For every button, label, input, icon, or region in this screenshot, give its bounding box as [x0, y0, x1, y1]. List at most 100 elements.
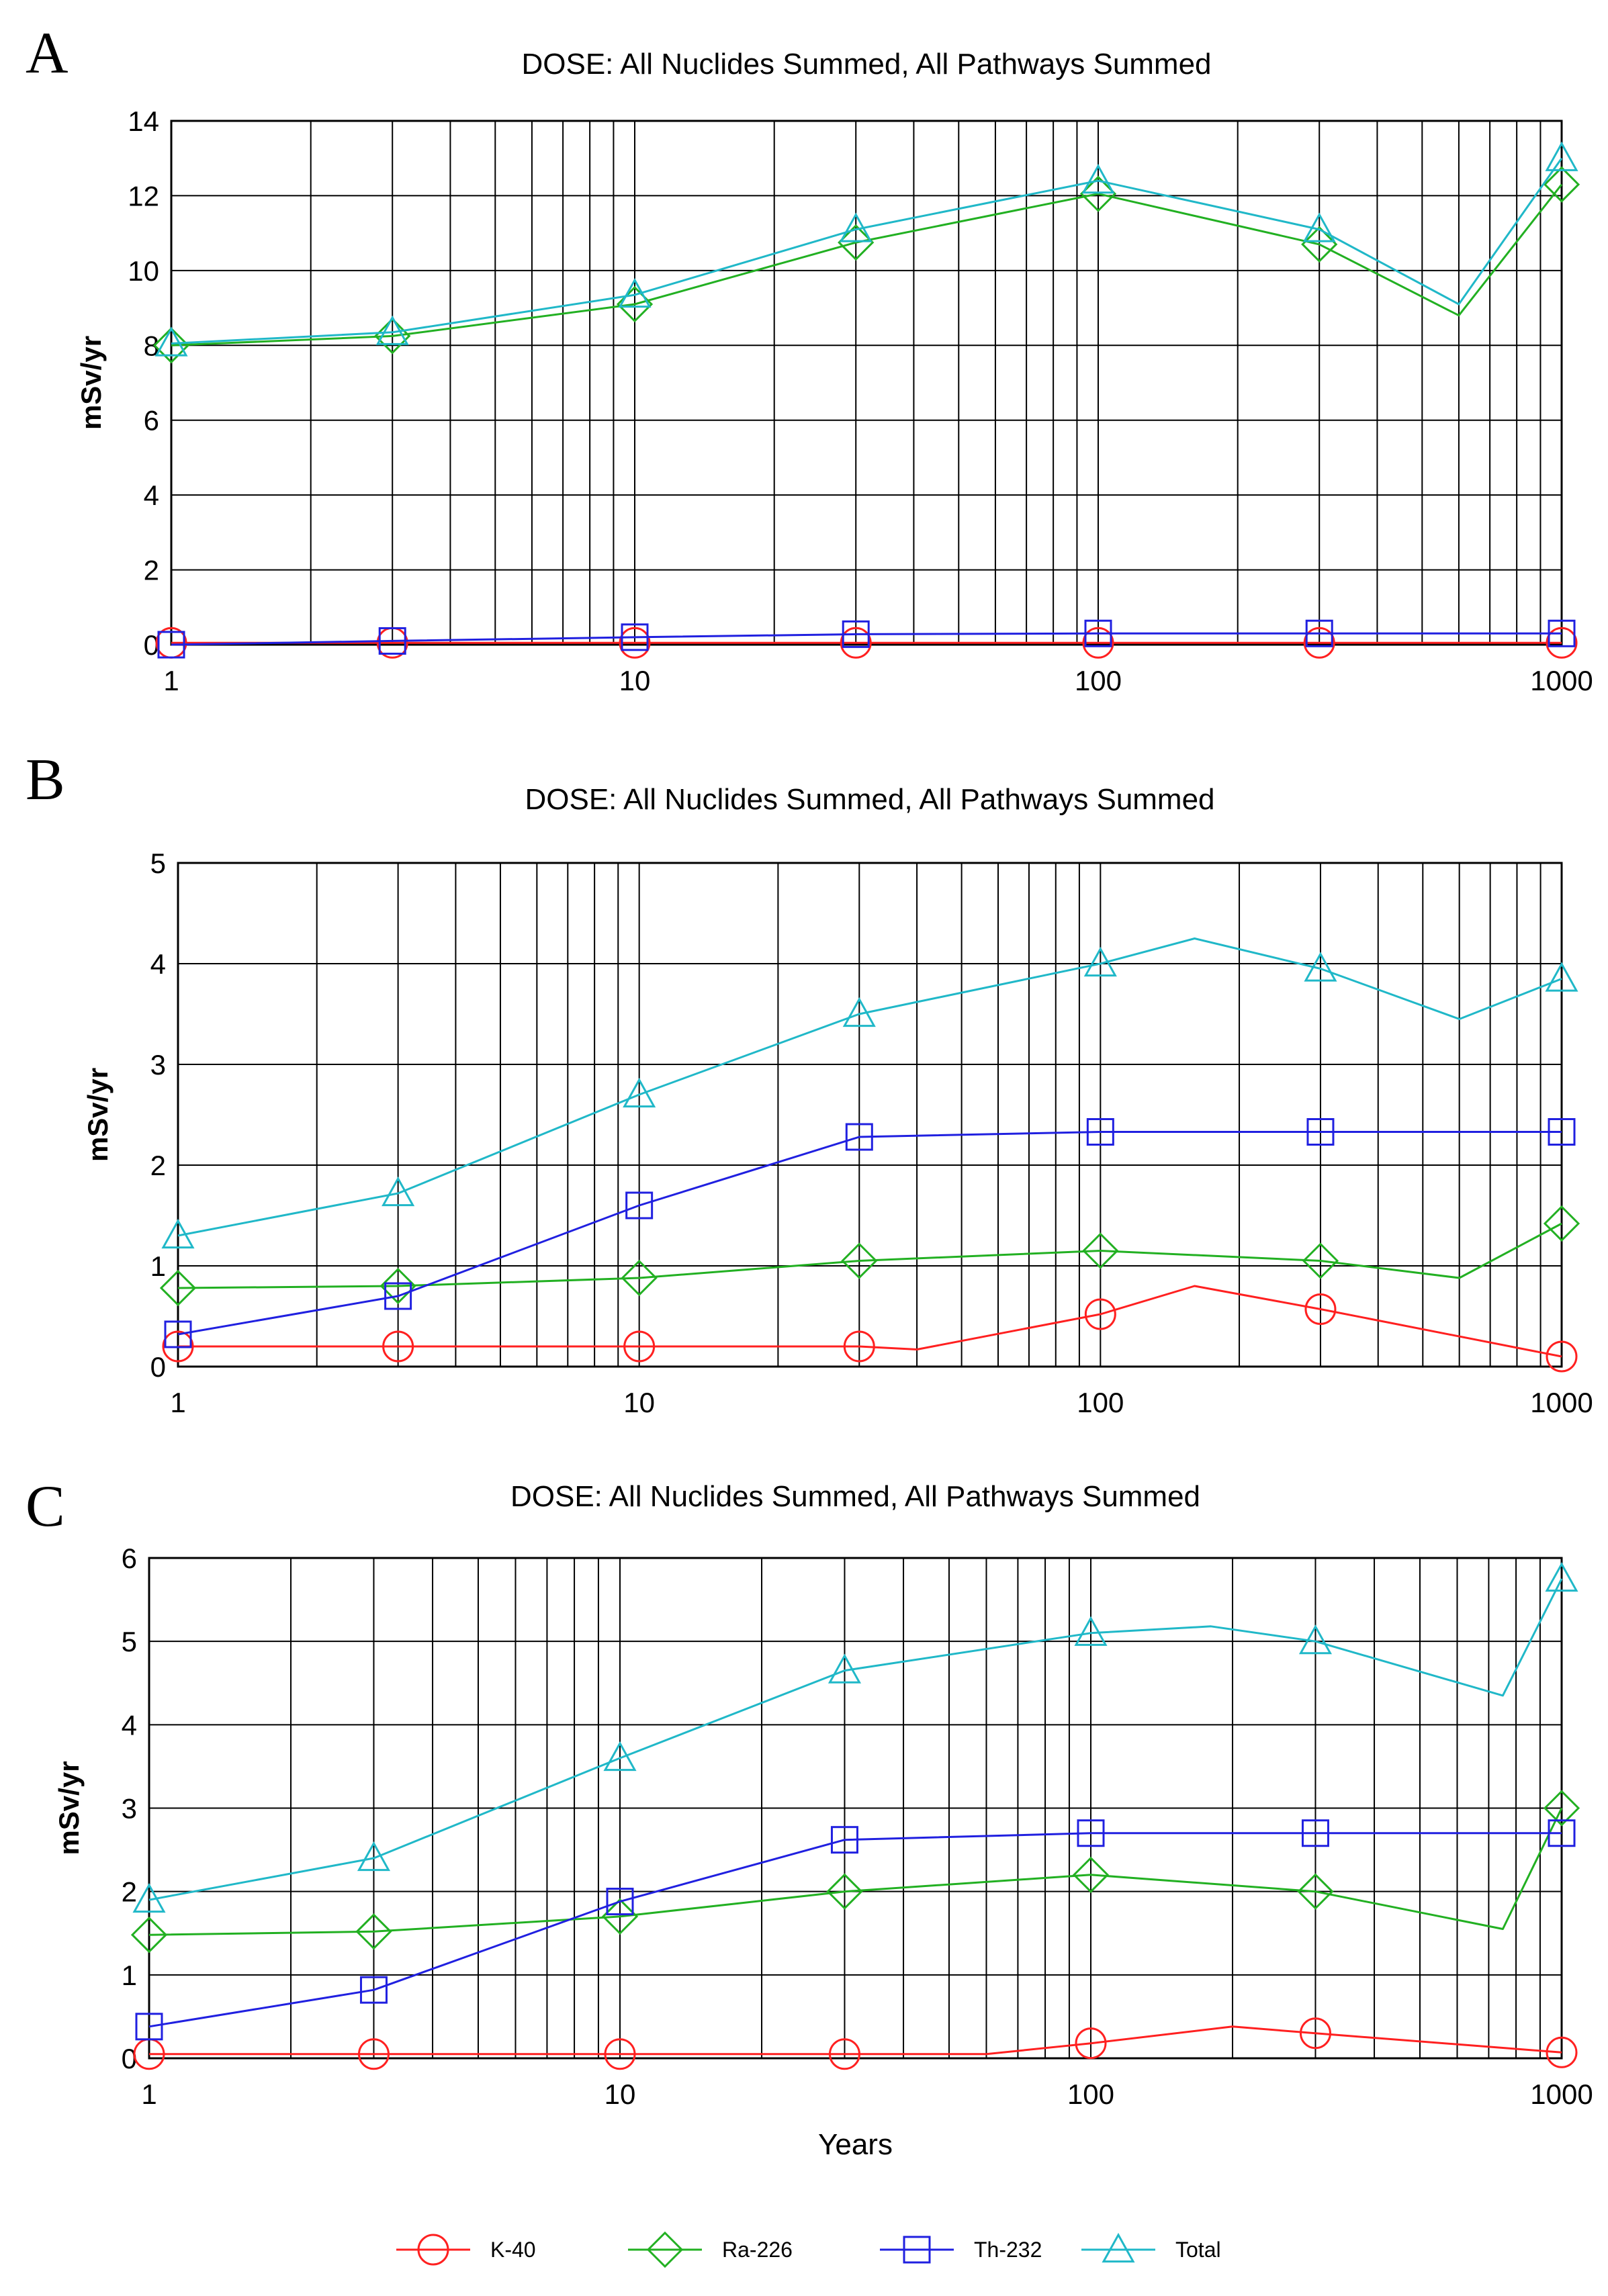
y-tick-label: 2	[144, 555, 159, 586]
data-point-total	[603, 1741, 637, 1772]
data-point-th-232	[842, 620, 870, 648]
data-point-k-40	[828, 2038, 860, 2070]
legend-item-total: Total	[1081, 2232, 1221, 2263]
x-tick-label: 10	[619, 665, 651, 696]
data-point-th-232	[135, 2013, 163, 2041]
data-point-ra-226	[152, 327, 190, 364]
chart-panel-b: DOSE: All Nuclides Summed, All Pathways …	[82, 783, 1593, 1418]
legend-marker-total	[1102, 2232, 1135, 2263]
series-k-40-b	[162, 1285, 1578, 1373]
series-line-ra-226	[148, 1807, 1563, 1936]
data-point-th-232	[625, 1191, 654, 1220]
y-tick-label: 8	[144, 330, 159, 361]
series-line-total	[148, 1578, 1563, 1901]
series-line-th-232	[148, 1832, 1562, 2028]
data-point-total	[1074, 1616, 1108, 1646]
data-point-ra-226	[1302, 1242, 1339, 1279]
data-point-th-232	[621, 623, 649, 651]
y-tick-label: 3	[122, 1793, 137, 1825]
series-ra-226-b	[159, 1205, 1580, 1307]
legend: K-40 Ra-226 Th-232 Total	[396, 2231, 1221, 2268]
data-point-k-40	[604, 2038, 636, 2070]
data-point-total	[1545, 141, 1578, 171]
x-tick-label: 100	[1067, 2078, 1114, 2110]
y-tick-label: 2	[150, 1150, 166, 1181]
data-point-total	[1545, 962, 1578, 992]
data-point-ra-226	[1079, 175, 1117, 212]
data-point-k-40	[1082, 627, 1114, 659]
series-ra-226-a	[152, 166, 1580, 364]
legend-label: K-40	[490, 2238, 536, 2262]
legend-item-th-232: Th-232	[880, 2236, 1042, 2264]
data-point-k-40	[162, 1330, 194, 1363]
legend-label: Total	[1175, 2238, 1221, 2262]
data-point-total	[623, 1077, 656, 1108]
chart-panel-c: DOSE: All Nuclides Summed, All Pathways …	[53, 1480, 1593, 2161]
y-tick-label: 1	[150, 1250, 166, 1282]
y-tick-label: 4	[150, 948, 166, 980]
data-point-th-232	[1086, 1118, 1114, 1146]
data-point-ra-226	[379, 1267, 416, 1305]
data-point-ra-226	[1301, 226, 1338, 263]
series-total-a	[154, 141, 1578, 357]
data-point-th-232	[606, 1888, 634, 1916]
data-point-k-40	[382, 1330, 414, 1363]
data-point-k-40	[619, 627, 651, 659]
legend-label: Th-232	[974, 2238, 1042, 2262]
x-tick-label: 1	[141, 2078, 157, 2110]
x-tick-label: 1	[170, 1387, 185, 1418]
data-point-k-40	[1303, 627, 1335, 659]
legend-item-ra-226: Ra-226	[628, 2231, 793, 2268]
series-line-k-40	[149, 2025, 1562, 2056]
y-axis-label-c: mSv/yr	[53, 1761, 85, 1855]
data-point-th-232	[1306, 1118, 1335, 1146]
data-point-th-232	[1548, 1819, 1576, 1847]
data-point-k-40	[1546, 627, 1578, 659]
data-point-total	[154, 326, 188, 357]
y-tick-label: 0	[150, 1351, 166, 1383]
data-point-k-40	[1546, 1340, 1578, 1373]
data-point-total	[839, 212, 873, 242]
y-tick-label: 1	[122, 1960, 137, 1991]
x-tick-label: 1000	[1530, 1387, 1593, 1418]
data-point-th-232	[1548, 619, 1576, 647]
data-point-k-40	[840, 627, 872, 659]
series-ra-226-c	[130, 1790, 1580, 1954]
data-point-total	[1081, 164, 1115, 194]
data-point-k-40	[623, 1330, 656, 1363]
data-point-ra-226	[1543, 1790, 1580, 1827]
data-point-ra-226	[355, 1913, 392, 1950]
data-point-total	[618, 277, 652, 308]
y-tick-label: 3	[150, 1049, 166, 1081]
data-point-ra-226	[130, 1917, 168, 1954]
data-point-k-40	[357, 2038, 390, 2070]
data-point-total	[161, 1218, 195, 1249]
data-point-th-232	[830, 1826, 858, 1854]
x-tick-label: 1	[163, 665, 179, 696]
data-point-ra-226	[1297, 1873, 1334, 1910]
data-point-total	[1304, 952, 1337, 982]
y-tick-label: 5	[122, 1626, 137, 1657]
data-point-k-40	[843, 1330, 875, 1363]
data-point-k-40	[1546, 2036, 1578, 2068]
chart-panel-a: DOSE: All Nuclides Summed, All Pathways …	[75, 48, 1593, 696]
data-point-k-40	[1299, 2017, 1331, 2050]
series-th-232-a	[157, 619, 1576, 659]
x-tick-label: 10	[623, 1387, 655, 1418]
series-line-th-232	[177, 1131, 1562, 1336]
y-tick-label: 4	[122, 1709, 137, 1741]
data-point-ra-226	[838, 224, 875, 261]
legend-marker-th-232	[903, 2236, 931, 2264]
plot-frame-b	[177, 862, 1563, 1368]
data-point-total	[382, 1176, 415, 1207]
series-k-40-a	[155, 627, 1578, 659]
legend-marker-ra-226	[646, 2231, 684, 2268]
data-point-total	[132, 1882, 166, 1913]
data-point-th-232	[164, 1320, 192, 1348]
y-tick-label: 0	[122, 2043, 137, 2074]
data-point-th-232	[1548, 1118, 1576, 1146]
data-point-th-232	[1084, 619, 1112, 647]
y-axis-label-a: mSv/yr	[75, 336, 107, 430]
